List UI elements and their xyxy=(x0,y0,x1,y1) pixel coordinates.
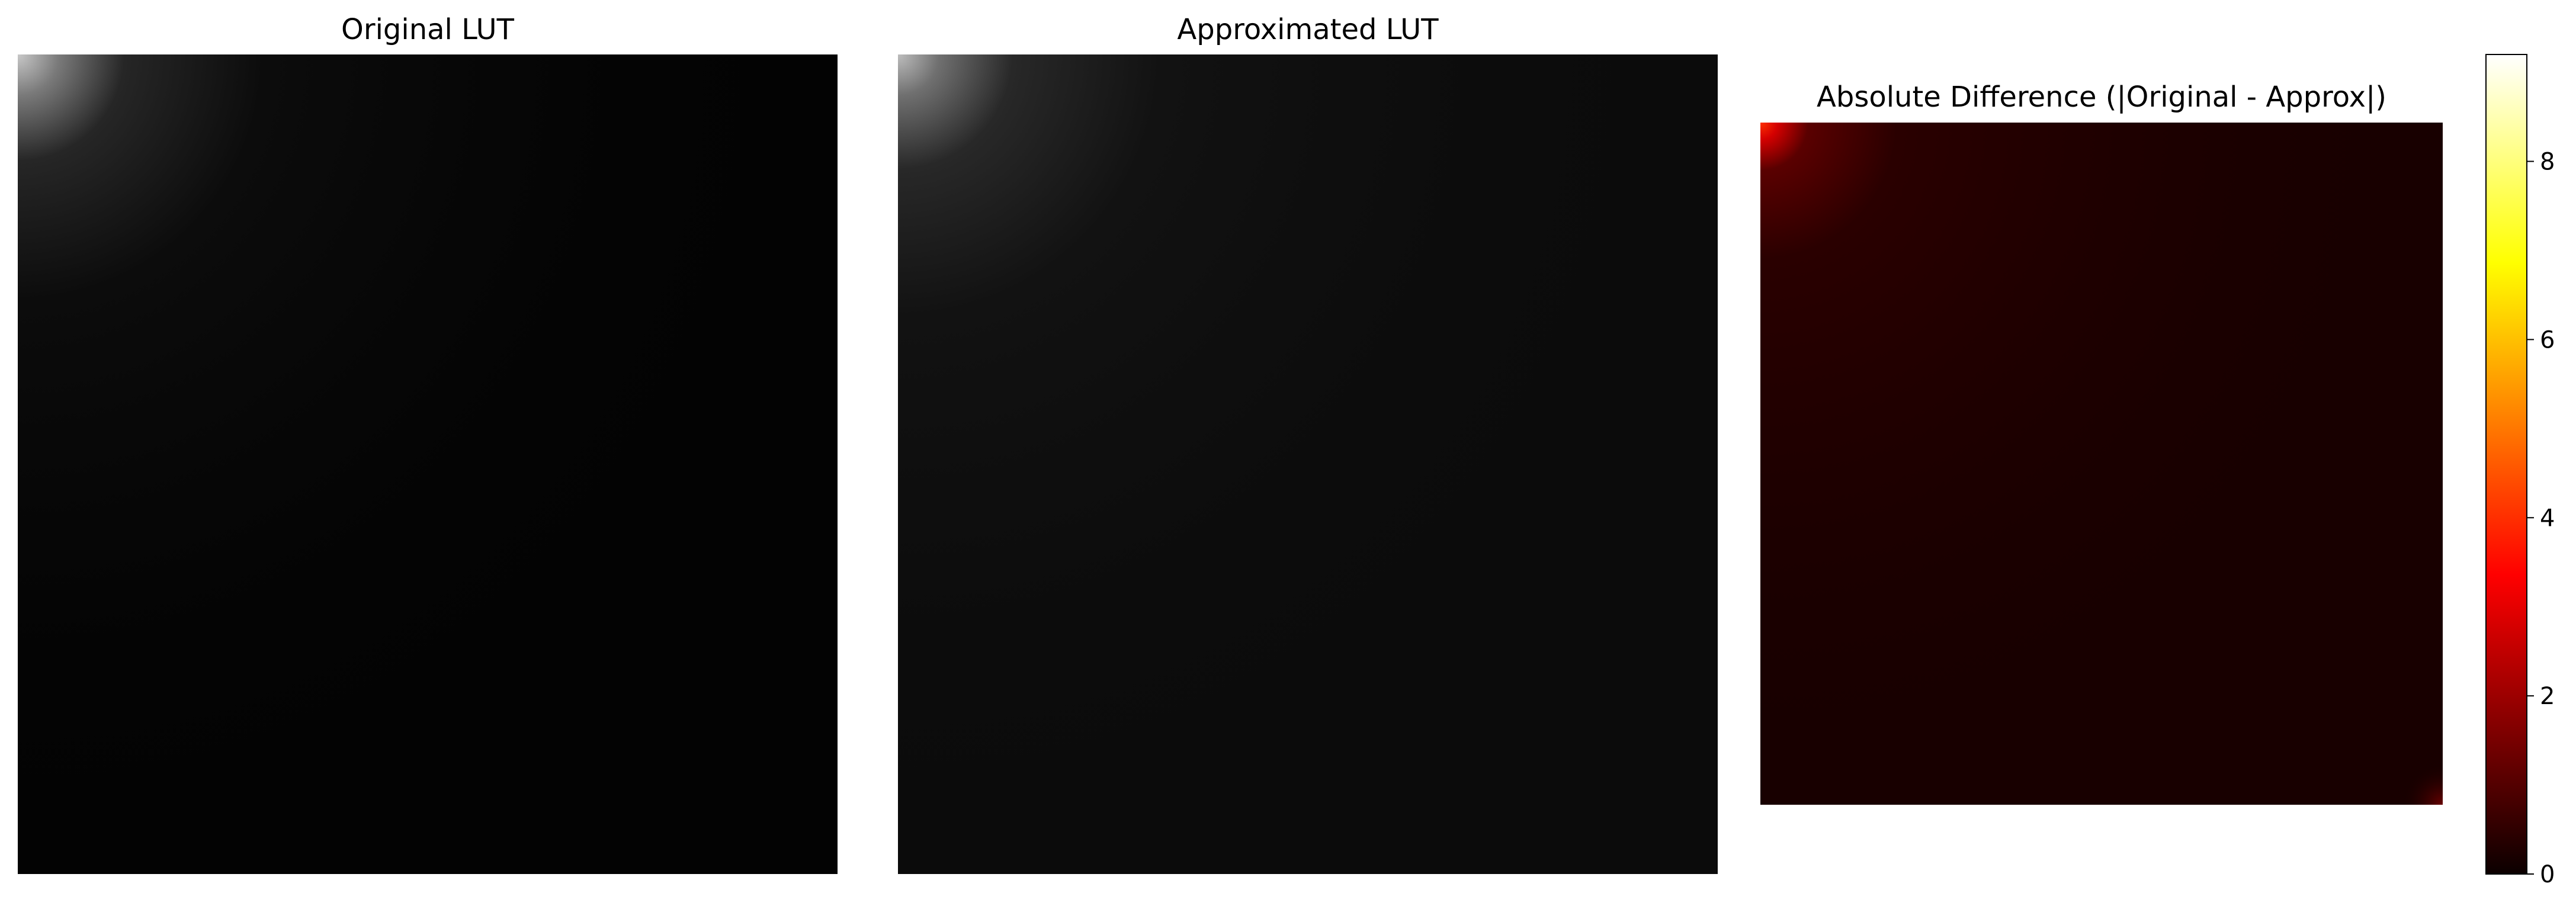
panel-title-original: Original LUT xyxy=(341,13,515,46)
colorbar-tick-label: 0 xyxy=(2540,861,2555,888)
colorbar-tick-label: 2 xyxy=(2540,683,2555,710)
panel-approximated-lut: Approximated LUT xyxy=(898,13,1718,874)
heatmap-approximated-glow xyxy=(898,54,1718,874)
panel-original-lut: Original LUT xyxy=(18,13,838,874)
panel-title-difference: Absolute Difference (|Original - Approx|… xyxy=(1817,81,2386,114)
colorbar-ticks: 0 2 4 6 8 xyxy=(2527,149,2555,888)
colorbar-tick-label: 8 xyxy=(2540,149,2555,176)
panel-title-approximated: Approximated LUT xyxy=(1177,13,1439,46)
panel-absolute-difference: Absolute Difference (|Original - Approx|… xyxy=(1760,81,2443,805)
colorbar-tick-label: 6 xyxy=(2540,326,2555,354)
colorbar-gradient xyxy=(2485,54,2527,875)
heatmap-original-glow xyxy=(18,54,838,874)
colorbar: 0 2 4 6 8 xyxy=(2485,54,2555,888)
heatmap-difference-corner xyxy=(1760,123,2443,805)
colorbar-tick-label: 4 xyxy=(2540,505,2555,532)
